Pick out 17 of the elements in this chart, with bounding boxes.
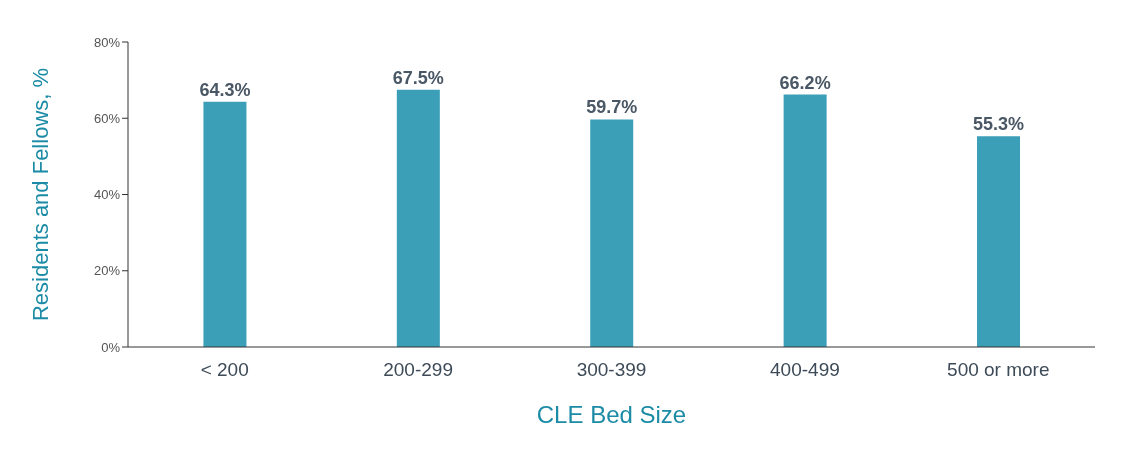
x-tick-label: 200-299 [383,359,453,381]
y-axis-title: Residents and Fellows, % [27,67,53,322]
y-tick-label: 0% [101,339,121,355]
y-tick-label: 40% [93,187,121,203]
x-tick-label: 400-499 [770,359,840,381]
data-label: 64.3% [199,79,251,100]
data-label: 55.3% [973,114,1025,135]
x-tick-label: 300-399 [576,359,647,381]
data-label: 66.2% [779,72,831,93]
y-tick-label: 60% [93,110,121,126]
y-tick-label: 20% [93,263,121,279]
data-label: 67.5% [392,67,444,88]
x-tick-label: 500 or more [947,359,1050,381]
x-axis-title: CLE Bed Size [536,401,687,428]
data-label: 59.7% [586,97,638,118]
y-tick-label: 80% [93,34,121,50]
x-tick-label: < 200 [200,359,249,381]
